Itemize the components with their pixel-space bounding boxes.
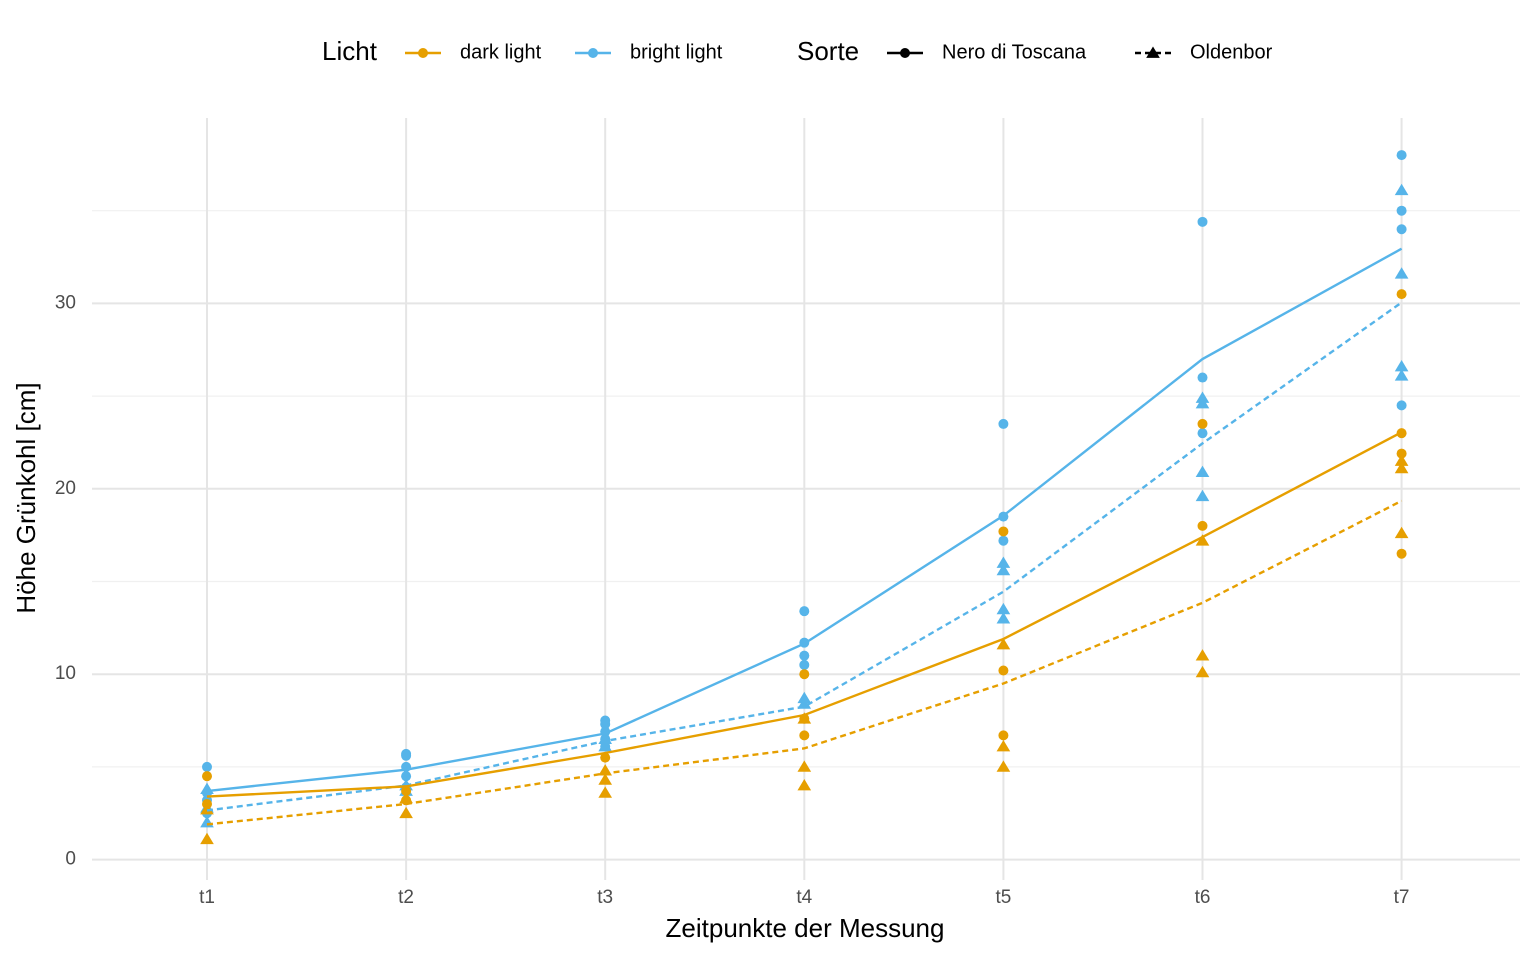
point <box>1396 400 1407 411</box>
point <box>1396 224 1407 235</box>
triangle-point <box>996 638 1011 650</box>
y-tick-label: 30 <box>55 292 76 313</box>
point <box>799 606 810 617</box>
point <box>1197 418 1208 429</box>
point <box>998 730 1009 741</box>
legend-label: Oldenbor <box>1190 41 1273 63</box>
triangle-point <box>1195 397 1210 409</box>
triangle-point <box>996 563 1011 576</box>
legend-key-point <box>418 48 428 58</box>
legend-title: Licht <box>322 36 378 66</box>
triangle-point <box>1394 454 1409 466</box>
point <box>998 535 1009 546</box>
triangle-point <box>1195 649 1210 661</box>
triangle-point <box>996 612 1011 624</box>
x-tick-label: t3 <box>597 887 613 908</box>
triangle-point <box>996 760 1011 772</box>
legend-title: Sorte <box>797 36 859 66</box>
triangle-point <box>996 740 1011 752</box>
triangle-point <box>200 803 214 815</box>
mean-line <box>206 499 1403 826</box>
point <box>202 771 212 782</box>
y-tick-label: 20 <box>55 478 76 499</box>
point <box>1197 372 1208 383</box>
point <box>1396 548 1407 559</box>
point <box>1396 448 1407 459</box>
point <box>799 730 810 741</box>
legend-key-point <box>588 48 598 58</box>
triangle-point <box>797 760 812 772</box>
point <box>1396 289 1407 300</box>
y-tick-label: 0 <box>65 849 76 870</box>
triangle-point <box>598 786 613 798</box>
x-tick-label: t5 <box>995 887 1011 908</box>
legend-label: Nero di Toscana <box>942 41 1087 63</box>
triangle-point <box>1394 461 1409 474</box>
triangle-point <box>1195 665 1210 678</box>
point <box>799 669 810 680</box>
triangle-point <box>996 556 1011 568</box>
y-axis-title: Höhe Grünkohl [cm] <box>11 382 41 613</box>
triangle-point <box>1146 46 1160 58</box>
x-tick-label: t2 <box>398 887 414 908</box>
x-axis-title: Zeitpunkte der Messung <box>666 913 945 943</box>
triangle-point <box>1394 183 1409 196</box>
triangle-point <box>598 773 613 785</box>
triangle-point <box>598 740 613 752</box>
series <box>202 289 1407 809</box>
point <box>998 418 1009 429</box>
x-tick-label: t6 <box>1195 887 1211 908</box>
triangle-point <box>996 602 1011 615</box>
triangle-point <box>1195 465 1210 477</box>
point <box>998 665 1009 676</box>
point <box>900 48 910 58</box>
point <box>799 650 810 661</box>
x-tick-label: t4 <box>796 887 812 908</box>
point <box>1396 205 1407 216</box>
point <box>600 752 611 763</box>
point <box>799 659 810 670</box>
triangle-point <box>200 782 214 795</box>
y-tick-label: 10 <box>55 663 76 684</box>
point <box>401 771 412 782</box>
triangle-point <box>200 832 214 845</box>
triangle-point <box>200 816 214 828</box>
mean-line <box>206 247 1403 793</box>
triangle-point <box>1394 369 1409 381</box>
triangle-point <box>399 791 413 804</box>
triangle-point <box>399 806 413 819</box>
mean-line <box>206 431 1403 798</box>
point <box>1197 216 1208 227</box>
triangle-point <box>797 778 812 791</box>
point <box>1197 428 1208 439</box>
x-tick-label: t7 <box>1394 887 1410 908</box>
point <box>1197 520 1208 531</box>
point <box>1396 150 1407 161</box>
triangle-point <box>1394 526 1409 539</box>
point <box>401 786 412 797</box>
point <box>600 719 611 730</box>
legend-label: bright light <box>630 41 723 63</box>
point <box>202 761 212 772</box>
point <box>401 750 412 761</box>
x-tick-label: t1 <box>199 887 215 908</box>
legend-label: dark light <box>460 41 542 63</box>
triangle-point <box>1394 267 1409 279</box>
triangle-point <box>1195 489 1210 502</box>
point <box>998 526 1009 537</box>
triangle-point <box>1195 534 1210 546</box>
triangle-point <box>1394 359 1409 372</box>
triangle-point <box>797 712 812 724</box>
